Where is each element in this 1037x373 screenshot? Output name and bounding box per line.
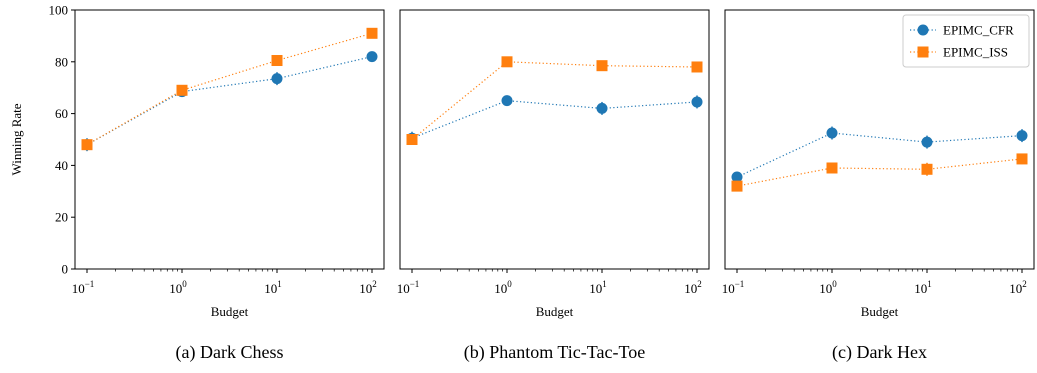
x-tick-label: 10−1 (722, 279, 745, 296)
panel-2: 10−1 100 101 102 Budget (b) Phantom Tic-Tac-T… (397, 9, 710, 363)
y-axis-label: Winning Rate (9, 103, 24, 175)
x-tick-label: 100 (494, 279, 512, 296)
series-line-epimc_iss (411, 61, 698, 140)
x-tick-label: 100 (169, 279, 187, 296)
data-point-epimc_iss (596, 60, 608, 72)
x-tick-label: 101 (914, 279, 932, 296)
legend-marker (917, 24, 929, 36)
data-point-epimc_iss (501, 56, 513, 68)
y-tick-label: 80 (55, 54, 68, 69)
x-tick-label: 102 (1009, 279, 1027, 296)
series-line-epimc_iss (86, 32, 373, 146)
x-tick-label: 10−1 (397, 279, 420, 296)
x-tick-label: 102 (684, 279, 702, 296)
x-axis-label: Budget (861, 304, 899, 319)
x-tick-label: 101 (589, 279, 607, 296)
data-point-epimc_cfr (596, 102, 608, 114)
series-line-epimc_iss (736, 158, 1023, 187)
y-tick-label: 40 (55, 158, 68, 173)
plot-frame (399, 9, 710, 270)
x-tick-label: 10−1 (72, 279, 95, 296)
x-tick-label: 101 (264, 279, 282, 296)
x-axis-label: Budget (536, 304, 574, 319)
x-tick-label: 102 (359, 279, 377, 296)
plot-frame (724, 9, 1035, 270)
plot-frame (74, 9, 385, 270)
legend: EPIMC_CFR EPIMC_ISS (902, 14, 1030, 68)
series-line-epimc_cfr (736, 132, 1023, 178)
data-point-epimc_iss (81, 139, 93, 151)
data-point-epimc_iss (921, 163, 933, 175)
legend-box (902, 14, 1030, 68)
data-point-epimc_iss (1016, 153, 1028, 165)
data-point-epimc_cfr (691, 96, 703, 108)
data-point-epimc_iss (691, 61, 703, 73)
panel-3: 10−1 100 101 102 Budget (c) Dark Hex EPIMC_CFR… (722, 9, 1035, 363)
y-tick-label: 0 (62, 262, 69, 277)
legend-marker (917, 46, 929, 58)
data-point-epimc_cfr (921, 136, 933, 148)
legend-label: EPIMC_CFR (943, 23, 1014, 38)
data-point-epimc_cfr (271, 73, 283, 85)
data-point-epimc_iss (271, 55, 283, 67)
data-point-epimc_cfr (366, 51, 378, 63)
data-point-epimc_cfr (1016, 130, 1028, 142)
series-line-epimc_cfr (86, 56, 373, 146)
data-point-epimc_iss (366, 27, 378, 39)
panel-caption: (b) Phantom Tic-Tac-Toe (464, 342, 645, 363)
panel-caption: (a) Dark Chess (176, 342, 284, 363)
y-tick-label: 20 (55, 210, 68, 225)
x-axis-label: Budget (211, 304, 249, 319)
y-tick-label: 100 (49, 3, 69, 18)
data-point-epimc_iss (406, 134, 418, 145)
data-point-epimc_iss (731, 180, 743, 192)
y-tick-label: 60 (55, 106, 68, 121)
panel-1: 0 20 40 60 80 100 10−1 100 101 102 Budget Winning R… (9, 3, 385, 363)
data-point-epimc_cfr (501, 95, 513, 107)
data-point-epimc_cfr (731, 171, 743, 183)
data-point-epimc_iss (176, 84, 188, 96)
legend-label: EPIMC_ISS (943, 45, 1008, 60)
data-point-epimc_iss (826, 162, 838, 174)
data-point-epimc_cfr (826, 127, 838, 139)
x-tick-label: 100 (819, 279, 837, 296)
panel-caption: (c) Dark Hex (832, 342, 927, 363)
series-line-epimc_cfr (411, 100, 698, 139)
